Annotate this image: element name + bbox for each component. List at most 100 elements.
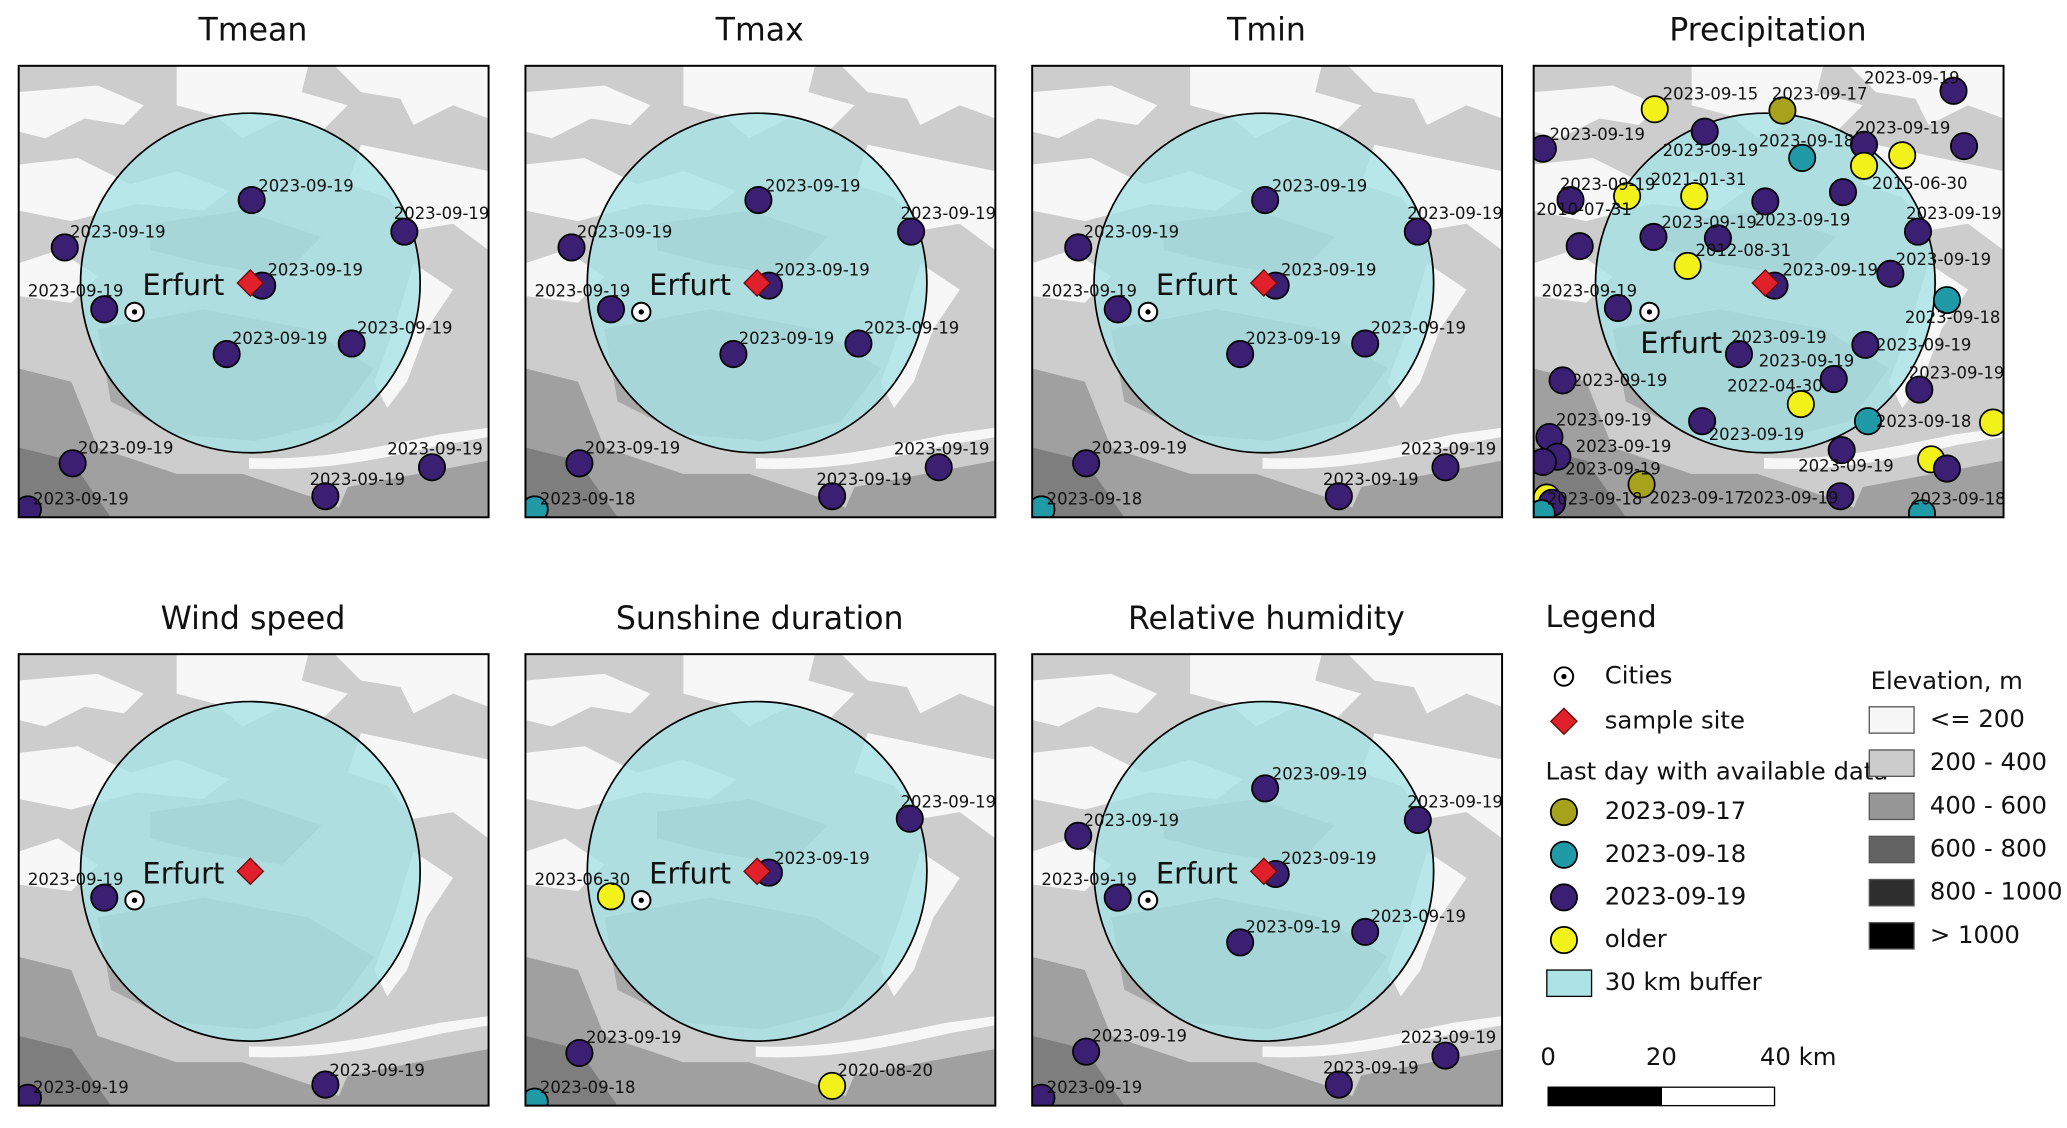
station <box>818 1071 847 1100</box>
station-label: 2023-09-19 <box>901 792 997 811</box>
station <box>1351 329 1380 358</box>
station-label: 2023-09-19 <box>765 176 861 195</box>
station-label: 2023-09-19 <box>357 319 453 338</box>
map-frame <box>1031 653 1504 1107</box>
station-label: 2023-09-19 <box>78 438 174 457</box>
legend-dot <box>1549 840 1578 869</box>
station <box>1533 447 1557 477</box>
station <box>1673 251 1702 280</box>
sample-site <box>236 857 265 886</box>
station <box>90 883 119 912</box>
sample-site <box>1249 269 1278 297</box>
panel-title: Relative humidity <box>1128 601 1405 637</box>
map-frame <box>17 653 490 1107</box>
station <box>390 217 419 246</box>
station-label: 2023-09-19 <box>585 438 681 457</box>
station-label: 2023-09-19 <box>1407 204 1503 223</box>
station-label: 2023-09-18 <box>1047 490 1143 509</box>
station-label: 2023-09-19 <box>1084 222 1180 241</box>
map-frame <box>524 64 997 519</box>
station <box>1850 151 1879 180</box>
station <box>1032 495 1056 518</box>
station-label: 2023-09-19 <box>267 261 363 280</box>
station-label: 2023-09-19 <box>1909 363 2005 382</box>
panel-title: Sunshine duration <box>616 601 904 637</box>
station-label: 2023-09-19 <box>1576 437 1672 456</box>
station-label: 2023-09-19 <box>1041 282 1137 301</box>
legend-label: 30 km buffer <box>1605 967 1763 996</box>
station-label: 2023-09-19 <box>70 222 166 241</box>
station-label: 2023-09-19 <box>1401 440 1497 459</box>
station-label: 2023-09-19 <box>1245 329 1341 348</box>
station <box>1603 293 1632 323</box>
station <box>897 217 926 246</box>
station <box>1226 928 1255 957</box>
station-label: 2023-09-19 <box>1041 870 1137 889</box>
elevation-swatch <box>1868 792 1915 821</box>
station-label: 2023-09-19 <box>1401 1028 1497 1047</box>
station <box>1979 408 2004 437</box>
map-panel: 2023-09-19 2023-09-19 2023-09-19 2023-09-19… <box>524 64 997 519</box>
station <box>895 804 924 833</box>
station-label: 2023-09-19 <box>1370 319 1466 338</box>
station <box>924 453 953 482</box>
station <box>1351 917 1380 946</box>
station <box>1751 187 1780 216</box>
station-label: 2023-09-19 <box>739 329 835 348</box>
station-label: 2023-09-19 <box>816 470 912 489</box>
legend-label: <= 200 <box>1930 704 2025 733</box>
map-content: 2023-09-19 2023-09-19 2023-09-19 2023-09-19… <box>1032 654 1503 1106</box>
station <box>1786 390 1815 419</box>
station-label: 2015-06-30 <box>1872 174 1968 193</box>
station-label: 2021-01-31 <box>1651 170 1747 189</box>
station <box>596 882 626 911</box>
station-label: 2023-09-19 <box>394 204 490 223</box>
elevation-swatch <box>1868 706 1915 734</box>
station-label: 2023-09-19 <box>1084 811 1180 830</box>
scale-label: 20 <box>1646 1042 1677 1071</box>
station <box>1548 366 1577 395</box>
station-label: 2023-09-19 <box>586 1028 682 1047</box>
city-dot <box>638 309 644 315</box>
station-label: 2020-08-20 <box>837 1061 933 1080</box>
station <box>818 482 847 511</box>
station-label: 2023-09-15 <box>1663 84 1759 103</box>
station <box>1403 217 1432 246</box>
map-panel: 2023-09-19 2023-09-19 2023-09-19 2023-09-19… <box>1031 64 1504 519</box>
station-label: 2023-09-19 <box>774 849 870 868</box>
station <box>1324 482 1353 511</box>
station-label: 2023-09-19 <box>1370 907 1466 926</box>
station <box>1819 365 1848 394</box>
station <box>719 340 748 369</box>
map-frame <box>524 653 997 1107</box>
station <box>1072 449 1101 478</box>
station <box>90 295 119 324</box>
legend-label: Cities <box>1605 661 1673 690</box>
station-label: 2023-06-30 <box>535 870 631 889</box>
station-label: 2023-09-19 <box>1798 457 1894 476</box>
map-content: 2023-09-19 2023-09-19 2023-06-30 2023-09-19… <box>525 654 997 1106</box>
station-label: 2023-09-18 <box>1759 132 1855 151</box>
station <box>1251 774 1280 803</box>
station-label: 2023-09-18 <box>1547 490 1643 509</box>
station <box>1826 482 1855 511</box>
legend-subtitle: Last day with available data <box>1546 757 1889 786</box>
station-label: 2023-09-19 <box>894 440 990 459</box>
station <box>1688 407 1717 436</box>
station <box>1828 178 1857 207</box>
map-content: 2023-09-15 2023-09-172023-09-192023-09-19… <box>1533 65 2005 518</box>
panels: Tmean2023-09-192023-09-192023-09-192023-… <box>17 13 2005 1107</box>
city-label: Erfurt <box>649 268 731 302</box>
station-label: 2023-09-19 <box>258 176 354 195</box>
sample-site <box>1751 269 1780 297</box>
legend-dot <box>1549 798 1578 827</box>
map-frame <box>17 64 490 519</box>
city-label: Erfurt <box>1640 326 1722 360</box>
panel-title: Tmin <box>1226 13 1306 49</box>
station <box>1853 407 1883 436</box>
station-label: 2023-09-19 <box>901 204 997 223</box>
station <box>1768 96 1797 125</box>
station <box>1640 95 1669 124</box>
panel-title: Precipitation <box>1669 13 1866 49</box>
station <box>1072 1037 1101 1066</box>
